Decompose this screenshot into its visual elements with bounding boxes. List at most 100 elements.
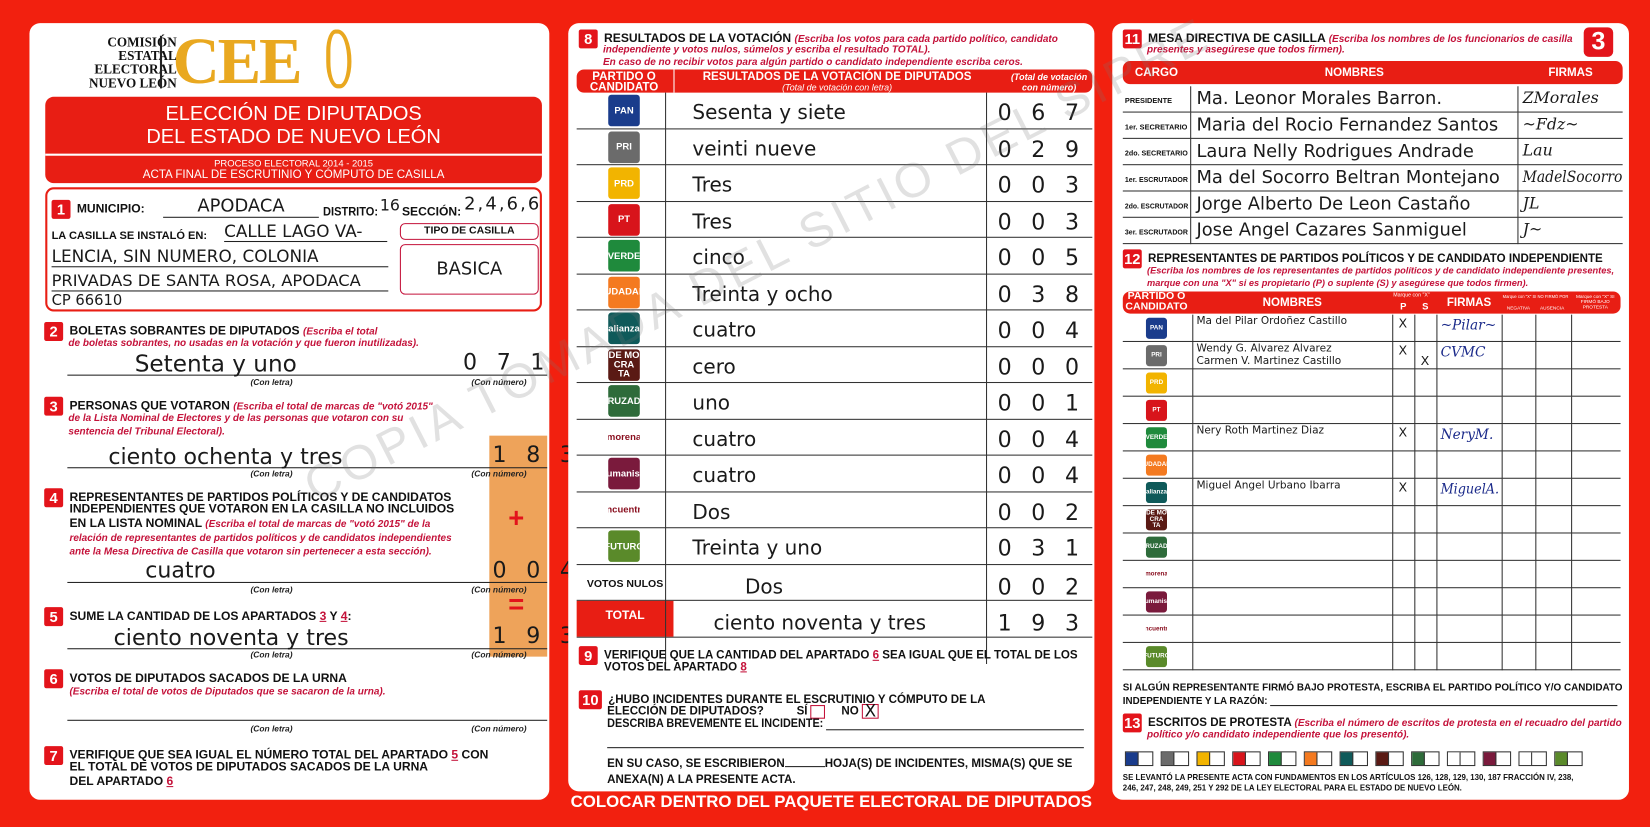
official-signature[interactable]: J~ bbox=[1522, 219, 1543, 239]
official-name[interactable]: Jose Angel Cazares Sanmiguel bbox=[1196, 219, 1467, 241]
s5-letra[interactable]: ciento noventa y tres bbox=[113, 625, 349, 651]
result-letra[interactable]: cuatro bbox=[692, 318, 757, 342]
protesta-reason-field[interactable] bbox=[1270, 705, 1618, 707]
result-numero[interactable]: 0 0 2 bbox=[997, 499, 1086, 525]
result-numero[interactable]: 0 0 1 bbox=[997, 390, 1086, 416]
result-numero[interactable]: 0 2 9 bbox=[997, 136, 1086, 162]
address-line-2[interactable]: LENCIA, SIN NUMERO, COLONIA bbox=[51, 246, 389, 268]
result-numero[interactable]: 0 6 7 bbox=[997, 99, 1086, 126]
protest-box[interactable] bbox=[1268, 751, 1297, 767]
result-numero[interactable]: 0 0 0 bbox=[997, 354, 1086, 380]
s6-numero-field[interactable] bbox=[498, 719, 548, 721]
protest-box[interactable] bbox=[1339, 751, 1368, 767]
nulos-numero[interactable]: 0 0 2 bbox=[997, 574, 1086, 600]
protest-box[interactable] bbox=[1446, 751, 1476, 767]
s2-numero[interactable]: 0 7 1 bbox=[463, 349, 551, 375]
prd-logo-icon: PRD bbox=[608, 167, 640, 199]
result-letra[interactable]: Tres bbox=[692, 173, 733, 197]
protest-box[interactable] bbox=[1124, 751, 1154, 767]
total-numero[interactable]: 1 9 3 bbox=[997, 610, 1086, 636]
protest-box[interactable] bbox=[1375, 751, 1404, 767]
official-signature[interactable]: JL bbox=[1522, 193, 1540, 213]
seccion-field[interactable]: 2,4,6,6 bbox=[464, 193, 542, 215]
official-signature[interactable]: ~Fdz~ bbox=[1522, 114, 1579, 134]
protest-box[interactable] bbox=[1482, 751, 1512, 767]
official-name[interactable]: Laura Nelly Rodrigues Andrade bbox=[1196, 141, 1474, 163]
s3-letra[interactable]: ciento ochenta y tres bbox=[108, 444, 343, 470]
propietario-mark[interactable]: X bbox=[1398, 425, 1408, 440]
official-signature[interactable]: ZMorales bbox=[1522, 88, 1599, 108]
s2-letra[interactable]: Setenta y uno bbox=[134, 351, 297, 378]
si-checkbox[interactable] bbox=[810, 704, 826, 719]
result-letra[interactable]: veinti nueve bbox=[692, 137, 817, 161]
result-numero[interactable]: 0 3 1 bbox=[997, 535, 1086, 561]
result-numero[interactable]: 0 0 4 bbox=[997, 317, 1086, 344]
propietario-mark[interactable]: X bbox=[1398, 315, 1408, 331]
result-numero[interactable]: 0 0 5 bbox=[997, 245, 1086, 271]
result-row: CIUDADANO Treinta y ocho 0 3 8 bbox=[576, 274, 1093, 311]
protest-box[interactable] bbox=[1232, 751, 1261, 767]
s7-heading: 7 VERIFIQUE QUE SEA IGUAL EL NÚMERO TOTAL… bbox=[44, 746, 488, 766]
rep-name[interactable]: Miguel Angel Urbano Ibarra bbox=[1196, 479, 1341, 492]
incident-description-field[interactable] bbox=[826, 729, 1084, 731]
pan-logo-icon: PAN bbox=[1145, 317, 1168, 339]
address-line-1[interactable]: CALLE LAGO VA- bbox=[224, 221, 388, 243]
result-letra[interactable]: uno bbox=[692, 391, 731, 415]
result-numero[interactable]: 0 0 4 bbox=[997, 463, 1086, 489]
result-row: DE MO CRA TA cero 0 0 0 bbox=[576, 347, 1093, 384]
rep-name[interactable]: Wendy G. Alvarez Alvarez bbox=[1196, 343, 1332, 355]
rep-name[interactable]: Ma del Pilar Ordoñez Castillo bbox=[1196, 315, 1348, 328]
protest-box[interactable] bbox=[1518, 751, 1547, 767]
result-numero[interactable]: 0 0 4 bbox=[997, 426, 1086, 452]
official-signature[interactable]: Lau bbox=[1522, 141, 1553, 160]
protest-box[interactable] bbox=[1554, 751, 1583, 767]
rep-signature[interactable]: MiguelA. bbox=[1440, 481, 1500, 498]
municipio-field[interactable]: APODACA bbox=[163, 196, 319, 218]
result-letra[interactable]: cuatro bbox=[692, 464, 757, 488]
s4-numero[interactable]: 0 0 4 bbox=[492, 557, 581, 583]
s4-letra[interactable]: cuatro bbox=[145, 557, 216, 583]
address-line-3[interactable]: PRIVADAS DE SANTA ROSA, APODACA bbox=[51, 271, 389, 292]
s6-letra-field[interactable] bbox=[67, 719, 499, 721]
result-letra[interactable]: cuatro bbox=[692, 427, 757, 451]
result-numero[interactable]: 0 3 8 bbox=[997, 281, 1086, 307]
rep-name[interactable]: Carmen V. Martinez Castillo bbox=[1196, 355, 1342, 368]
official-name[interactable]: Jorge Alberto De Leon Castaño bbox=[1196, 193, 1471, 215]
rep-name[interactable]: Nery Roth Martinez Diaz bbox=[1196, 425, 1325, 437]
result-letra[interactable]: Tres bbox=[692, 209, 733, 234]
cargo-label: PRESIDENTE bbox=[1124, 97, 1172, 106]
official-name[interactable]: Ma del Socorro Beltran Montejano bbox=[1196, 167, 1500, 189]
column-divider bbox=[1501, 478, 1503, 507]
hojas-count-field[interactable] bbox=[784, 766, 825, 768]
protest-box[interactable] bbox=[1196, 751, 1225, 767]
column-divider bbox=[1192, 506, 1194, 534]
no-checkbox[interactable]: X bbox=[861, 702, 879, 719]
distrito-field[interactable]: 16 bbox=[379, 195, 400, 215]
total-letra[interactable]: ciento noventa y tres bbox=[713, 611, 927, 635]
tipo-casilla-field[interactable]: BASICA bbox=[399, 244, 539, 295]
nulos-letra[interactable]: Dos bbox=[745, 575, 784, 599]
result-letra[interactable]: Sesenta y siete bbox=[692, 101, 846, 125]
protest-box[interactable] bbox=[1411, 751, 1440, 767]
protest-box[interactable] bbox=[1303, 751, 1333, 767]
rep-signature[interactable]: NeryM. bbox=[1440, 427, 1494, 444]
suplente-mark[interactable]: X bbox=[1420, 353, 1430, 369]
official-name[interactable]: Maria del Rocio Fernandez Santos bbox=[1196, 114, 1499, 136]
official-name[interactable]: Ma. Leonor Morales Barron. bbox=[1196, 88, 1443, 110]
s5-numero[interactable]: 1 9 3 bbox=[492, 622, 581, 649]
result-letra[interactable]: cero bbox=[692, 355, 736, 379]
result-letra[interactable]: Treinta y uno bbox=[692, 536, 823, 560]
result-letra[interactable]: Treinta y ocho bbox=[692, 282, 833, 306]
propietario-mark[interactable]: X bbox=[1398, 479, 1408, 495]
result-numero[interactable]: 0 0 3 bbox=[997, 208, 1086, 235]
s3-numero[interactable]: 1 8 3 bbox=[492, 441, 581, 468]
result-numero[interactable]: 0 0 3 bbox=[997, 172, 1086, 198]
address-line-4[interactable]: CP 66610 bbox=[51, 292, 123, 310]
result-letra[interactable]: cinco bbox=[692, 246, 745, 270]
result-letra[interactable]: Dos bbox=[692, 500, 731, 524]
official-signature[interactable]: MadelSocorro bbox=[1522, 167, 1623, 187]
propietario-mark[interactable]: X bbox=[1398, 343, 1408, 358]
protest-box[interactable] bbox=[1160, 751, 1190, 767]
rep-signature[interactable]: CVMC bbox=[1440, 345, 1486, 361]
rep-signature[interactable]: ~Pilar~ bbox=[1440, 317, 1497, 334]
